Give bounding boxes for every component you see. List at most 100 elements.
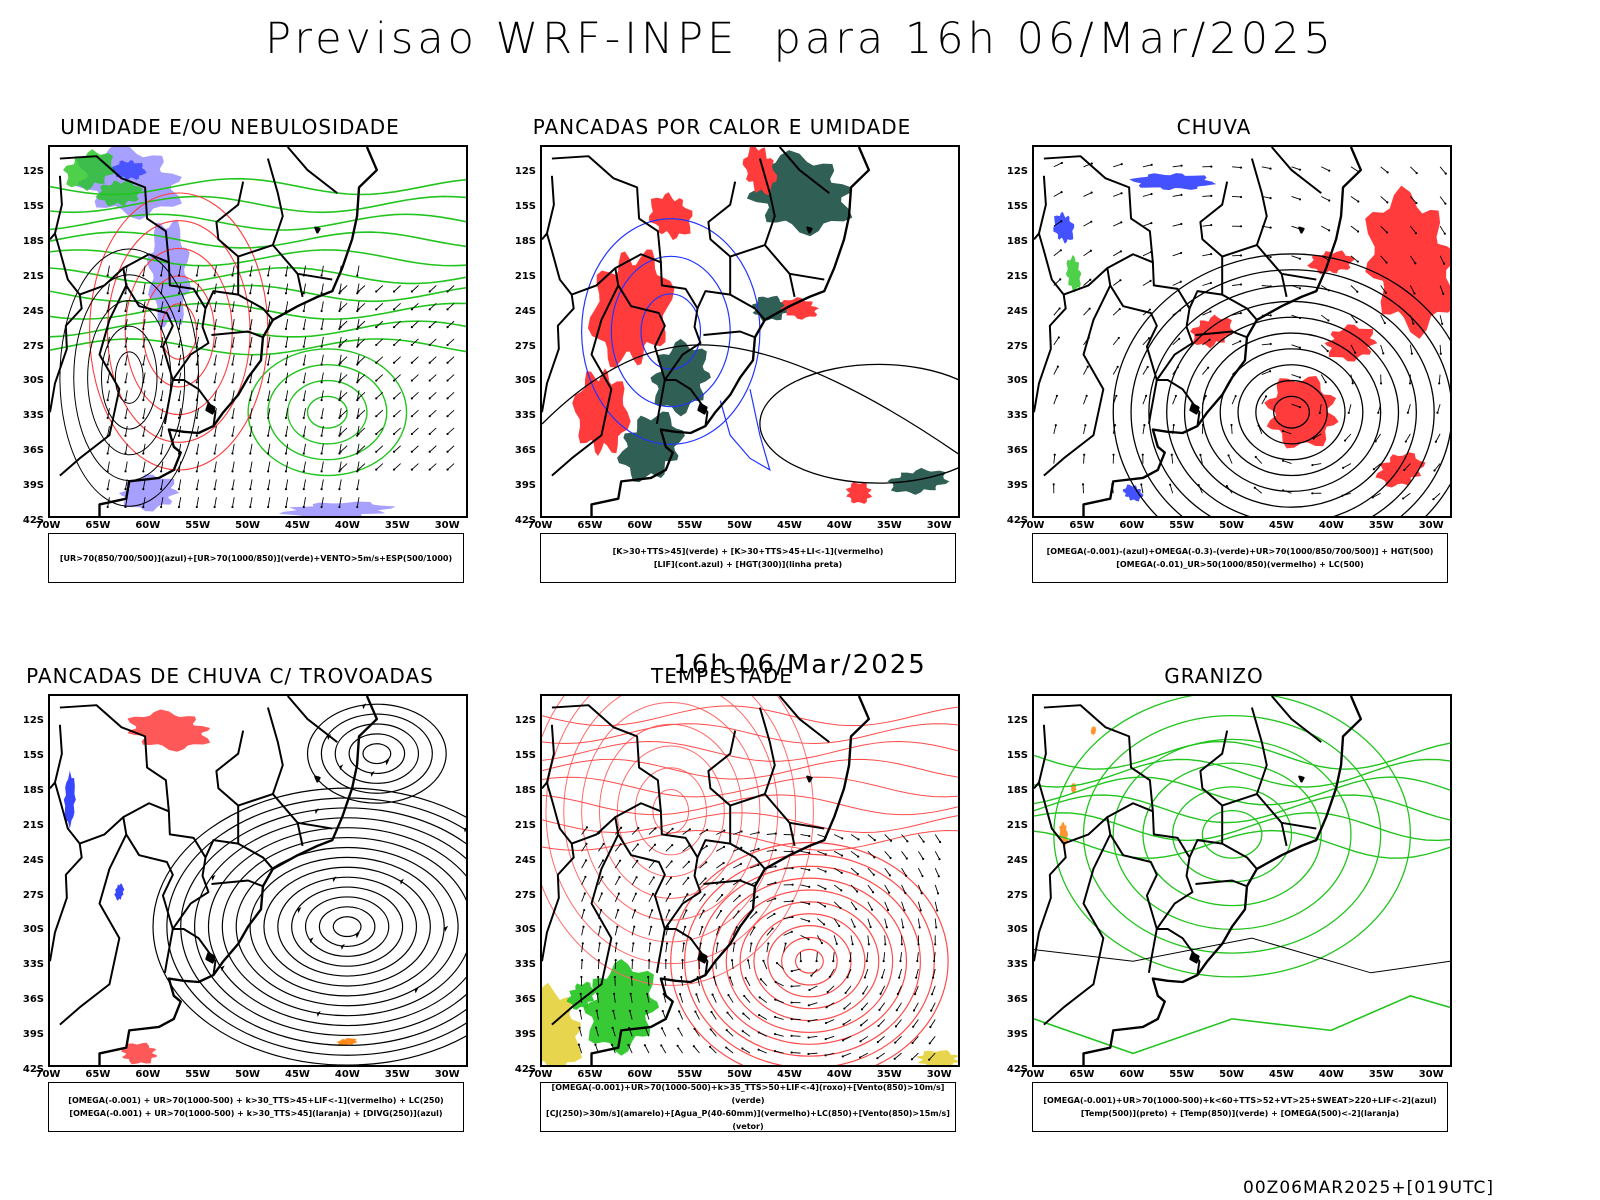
latitude-label: 33S	[1006, 959, 1028, 971]
latitude-label: 39S	[514, 1029, 536, 1041]
map-plot	[1034, 147, 1450, 516]
longitude-label: 50W	[235, 1069, 261, 1080]
legend-box: [OMEGA(-0.001)-(azul)+OMEGA(-0.3)-(verde…	[1032, 533, 1448, 583]
latitude-label: 12S	[22, 166, 44, 177]
latitude-label: 33S	[22, 959, 44, 971]
legend-line: [CJ(250)>30m/s](amarelo)+[Agua_P(40-60mm…	[546, 1109, 950, 1131]
longitude-label: 60W	[135, 520, 161, 531]
legend-box: [OMEGA(-0.001)+UR>70(1000-500)+k>35_TTS>…	[540, 1082, 956, 1132]
legend-line: [OMEGA(-0.001)+UR>70(1000-500)+k<60+TTS>…	[1043, 1096, 1437, 1105]
legend-line: [Temp(500)](preto) + [Temp(850)](verde) …	[1080, 1109, 1400, 1118]
longitude-label: 65W	[85, 1069, 111, 1080]
longitude-label: 65W	[577, 520, 603, 531]
longitude-label: 40W	[826, 520, 852, 531]
longitude-label: 35W	[1368, 520, 1394, 531]
latitude-label: 36S	[514, 994, 536, 1006]
longitude-label: 55W	[185, 520, 211, 531]
latitude-label: 15S	[1006, 749, 1028, 761]
longitude-label: 50W	[1219, 1069, 1245, 1080]
longitude-label: 30W	[434, 1069, 460, 1080]
longitude-label: 65W	[85, 520, 111, 531]
map-frame	[48, 694, 468, 1067]
panel-title: UMIDADE E/OU NEBULOSIDADE	[60, 115, 400, 139]
latitude-label: 27S	[22, 340, 44, 352]
run-timestamp: 00Z06MAR2025+[019UTC]	[1243, 1178, 1494, 1198]
latitude-label: 42S	[514, 1064, 536, 1075]
map-frame	[540, 145, 960, 518]
longitude-label: 35W	[1368, 1069, 1394, 1080]
latitude-label: 27S	[514, 340, 536, 352]
map-plot	[542, 147, 958, 516]
forecast-date-label: 16h 06/Mar/2025	[673, 650, 927, 680]
latitude-label: 24S	[1006, 305, 1028, 317]
latitude-label: 36S	[1006, 445, 1028, 457]
latitude-label: 36S	[514, 445, 536, 457]
longitude-label: 45W	[1269, 520, 1294, 531]
latitude-label: 39S	[22, 1029, 44, 1041]
latitude-label: 30S	[514, 924, 536, 936]
panel-title: GRANIZO	[1164, 664, 1264, 688]
legend-line: [LIF](cont.azul) + [HGT(300)](linha pret…	[653, 560, 843, 569]
panel-pancadas-calor: PANCADAS POR CALOR E UMIDADE [K>30+TTS>4…	[492, 115, 960, 595]
longitude-label: 70W	[35, 520, 61, 531]
latitude-label: 15S	[514, 749, 536, 761]
map-frame	[540, 694, 960, 1067]
longitude-label: 55W	[1169, 520, 1195, 531]
legend-box: [UR>70(850/700/500)](azul)+[UR>70(1000/8…	[48, 533, 464, 583]
latitude-label: 39S	[1006, 480, 1028, 492]
longitude-label: 70W	[527, 1069, 553, 1080]
legend-line: [OMEGA(-0.001) + UR>70(1000-500) + k>30_…	[69, 1109, 443, 1118]
longitude-label: 35W	[384, 520, 410, 531]
latitude-label: 21S	[1006, 270, 1028, 282]
latitude-label: 27S	[514, 889, 536, 901]
latitude-label: 18S	[1006, 784, 1028, 796]
longitude-label: 70W	[35, 1069, 61, 1080]
latitude-label: 21S	[514, 270, 536, 282]
longitude-label: 50W	[727, 1069, 753, 1080]
longitude-label: 45W	[777, 520, 802, 531]
latitude-label: 12S	[1006, 715, 1028, 726]
longitude-label: 40W	[1318, 1069, 1344, 1080]
latitude-label: 24S	[1006, 854, 1028, 866]
latitude-label: 21S	[514, 819, 536, 831]
legend-line: [OMEGA(-0.01)_UR>50(1000/850)(vermelho) …	[1116, 560, 1364, 569]
latitude-label: 33S	[22, 410, 44, 422]
latitude-label: 15S	[22, 749, 44, 761]
legend-box: [K>30+TTS>45](verde) + [K>30+TTS>45+LI<-…	[540, 533, 956, 583]
longitude-label: 60W	[627, 520, 653, 531]
latitude-label: 39S	[1006, 1029, 1028, 1041]
latitude-label: 30S	[22, 375, 44, 387]
longitude-label: 60W	[627, 1069, 653, 1080]
panel-granizo: GRANIZO [OMEGA(-0.001)+UR>70(1000-500)+k…	[984, 664, 1452, 1144]
map-plot	[1034, 696, 1450, 1065]
latitude-label: 30S	[22, 924, 44, 936]
map-frame	[1032, 694, 1452, 1067]
legend-box: [OMEGA(-0.001)+UR>70(1000-500)+k<60+TTS>…	[1032, 1082, 1448, 1132]
latitude-label: 42S	[1006, 1064, 1028, 1075]
panel-title: PANCADAS DE CHUVA C/ TROVOADAS	[26, 664, 434, 688]
latitude-label: 12S	[22, 715, 44, 726]
latitude-label: 18S	[514, 784, 536, 796]
latitude-label: 24S	[514, 305, 536, 317]
longitude-label: 35W	[384, 1069, 410, 1080]
latitude-label: 24S	[514, 854, 536, 866]
latitude-label: 21S	[1006, 819, 1028, 831]
longitude-label: 70W	[1019, 1069, 1045, 1080]
longitude-label: 50W	[1219, 520, 1245, 531]
longitude-label: 30W	[434, 520, 460, 531]
latitude-label: 12S	[514, 715, 536, 726]
latitude-label: 18S	[1006, 235, 1028, 247]
longitude-label: 55W	[677, 520, 703, 531]
latitude-label: 18S	[22, 235, 44, 247]
longitude-label: 45W	[285, 1069, 310, 1080]
latitude-label: 27S	[1006, 340, 1028, 352]
latitude-label: 36S	[1006, 994, 1028, 1006]
map-plot	[50, 147, 466, 516]
panel-umidade: UMIDADE E/OU NEBULOSIDADE [UR>70(850/700…	[0, 115, 468, 595]
legend-line: [OMEGA(-0.001) + UR>70(1000-500) + k>30_…	[68, 1096, 444, 1105]
latitude-label: 18S	[514, 235, 536, 247]
latitude-label: 36S	[22, 994, 44, 1006]
legend-line: [K>30+TTS>45](verde) + [K>30+TTS>45+LI<-…	[612, 547, 884, 556]
longitude-label: 65W	[1069, 1069, 1095, 1080]
longitude-label: 40W	[334, 520, 360, 531]
